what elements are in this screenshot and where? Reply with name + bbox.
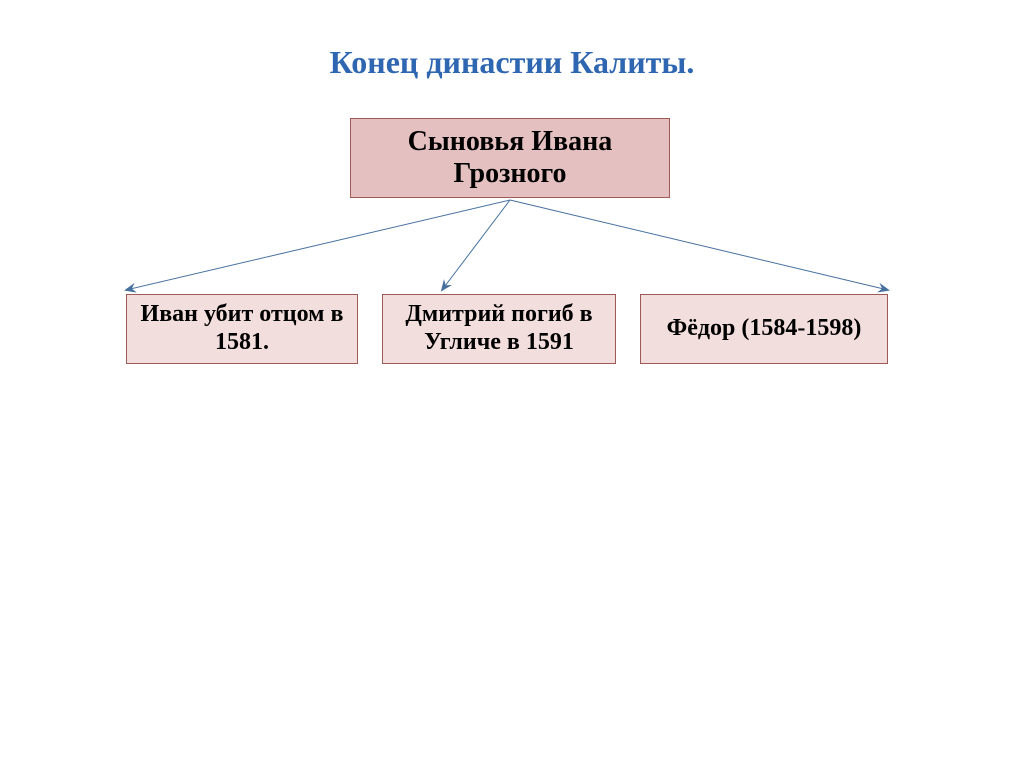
child-node-dmitry: Дмитрий погиб в Угличе в 1591 (382, 294, 616, 364)
child-node-label: Фёдор (1584-1598) (667, 315, 862, 343)
root-node: Сыновья Ивана Грозного (350, 118, 670, 198)
child-node-fyodor: Фёдор (1584-1598) (640, 294, 888, 364)
child-node-ivan: Иван убит отцом в 1581. (126, 294, 358, 364)
connector-arrows (0, 0, 1024, 767)
slide-title: Конец династии Калиты. (0, 44, 1024, 81)
root-node-label: Сыновья Ивана Грозного (359, 126, 661, 190)
child-node-label: Дмитрий погиб в Угличе в 1591 (391, 301, 607, 356)
child-node-label: Иван убит отцом в 1581. (135, 301, 349, 356)
